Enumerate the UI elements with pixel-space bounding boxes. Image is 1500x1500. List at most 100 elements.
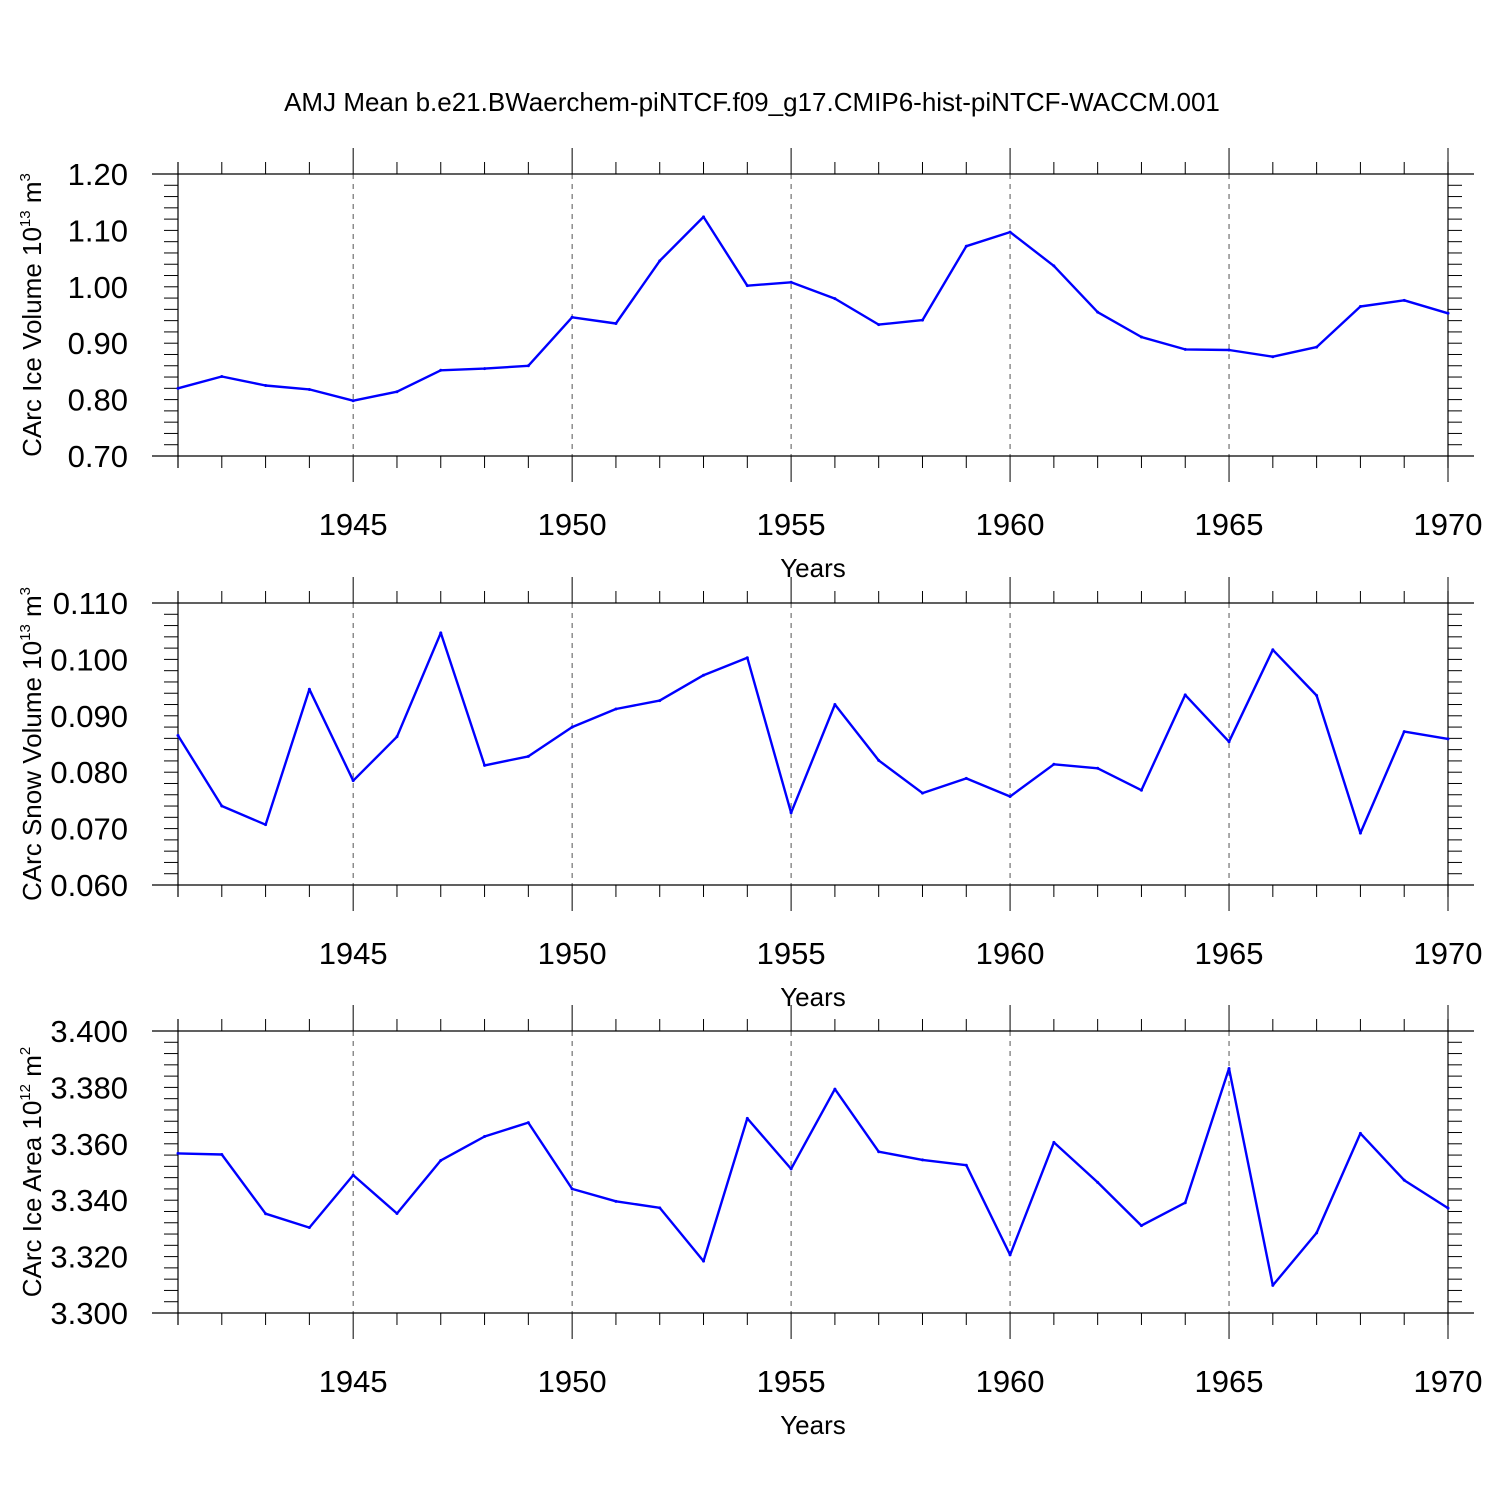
data-point xyxy=(1183,693,1187,697)
y-tick-label: 1.00 xyxy=(68,270,128,305)
data-point xyxy=(1402,730,1406,734)
y-axis-label-exponent: 13 xyxy=(17,210,34,227)
data-point xyxy=(351,399,355,403)
data-point xyxy=(307,387,311,391)
data-point xyxy=(264,1212,268,1216)
data-point xyxy=(1358,305,1362,309)
data-point xyxy=(614,1199,618,1203)
data-point xyxy=(920,1158,924,1162)
x-tick-label: 1945 xyxy=(319,936,388,971)
data-point xyxy=(526,754,530,758)
data-point xyxy=(702,673,706,677)
x-tick-label: 1965 xyxy=(1195,1364,1264,1399)
data-point xyxy=(1227,348,1231,352)
x-tick-label: 1970 xyxy=(1414,507,1483,542)
data-point xyxy=(702,1259,706,1263)
data-point xyxy=(395,1211,399,1215)
data-point xyxy=(220,374,224,378)
chart-panel-3: 3.300 3.320 3.340 3.360 3.380 3.400 1945 1950 19… xyxy=(17,1005,1482,1440)
data-point xyxy=(614,321,618,325)
y-axis-label-unit: m xyxy=(17,595,47,624)
chart-panel-2: 0.060 0.070 0.080 0.090 0.100 0.110 1945 1950 19… xyxy=(17,577,1482,1012)
y-tick-label: 0.110 xyxy=(53,586,128,621)
data-point xyxy=(702,215,706,219)
data-point xyxy=(220,804,224,808)
data-point xyxy=(1183,1201,1187,1205)
data-point xyxy=(833,703,837,707)
y-axis-label: CArc Snow Volume 1013 m3 xyxy=(17,587,47,901)
data-point xyxy=(614,707,618,711)
data-point xyxy=(220,1153,224,1157)
data-point xyxy=(745,1116,749,1120)
data-point xyxy=(1183,347,1187,351)
data-point xyxy=(395,735,399,739)
data-point xyxy=(964,1163,968,1167)
y-tick-label: 0.90 xyxy=(68,326,128,361)
y-axis-label-prefix: CArc Snow Volume 10 xyxy=(17,641,47,901)
y-tick-label: 1.10 xyxy=(68,213,128,248)
y-tick-label: 0.070 xyxy=(50,812,128,847)
data-point xyxy=(877,323,881,327)
x-tick-label: 1945 xyxy=(319,1364,388,1399)
data-point xyxy=(1139,335,1143,339)
x-axis-label: Years xyxy=(780,1410,846,1440)
y-tick-label: 0.060 xyxy=(50,868,128,903)
data-point xyxy=(658,1206,662,1210)
y-tick-label: 3.380 xyxy=(50,1070,128,1105)
data-point xyxy=(1402,298,1406,302)
data-point xyxy=(483,763,487,767)
x-tick-label: 1955 xyxy=(757,936,826,971)
y-tick-label: 0.80 xyxy=(68,383,128,418)
data-point xyxy=(745,656,749,660)
y-tick-label: 3.400 xyxy=(50,1014,128,1049)
data-point xyxy=(1052,762,1056,766)
x-tick-label: 1970 xyxy=(1414,1364,1483,1399)
y-axis-label-exponent: 13 xyxy=(17,624,34,641)
data-point xyxy=(658,259,662,263)
data-point xyxy=(833,1087,837,1091)
series-line xyxy=(176,631,1449,835)
data-point xyxy=(1446,737,1450,741)
data-point xyxy=(1052,264,1056,268)
data-point xyxy=(1008,230,1012,234)
data-point xyxy=(789,811,793,815)
data-point xyxy=(1008,794,1012,798)
y-axis-label-unit-exponent: 2 xyxy=(17,1047,34,1055)
data-point xyxy=(1096,766,1100,770)
series-line xyxy=(177,215,1449,402)
chart-title: AMJ Mean b.e21.BWaerchem-piNTCF.f09_g17.… xyxy=(284,87,1220,117)
data-point xyxy=(964,244,968,248)
data-point xyxy=(176,386,180,390)
chart-panel-1: 0.70 0.80 0.90 1.00 1.10 1.20 1945 1950 1955 1960… xyxy=(17,148,1482,583)
x-tick-label: 1960 xyxy=(976,1364,1045,1399)
data-point xyxy=(1096,1180,1100,1184)
data-point xyxy=(526,364,530,368)
x-tick-label: 1960 xyxy=(976,936,1045,971)
chart-panels: 0.70 0.80 0.90 1.00 1.10 1.20 1945 1950 1955 1960… xyxy=(17,148,1482,1440)
data-point xyxy=(920,318,924,322)
data-point xyxy=(1227,740,1231,744)
x-tick-label: 1960 xyxy=(976,507,1045,542)
data-point xyxy=(1271,1283,1275,1287)
data-point xyxy=(1096,310,1100,314)
data-point xyxy=(439,368,443,372)
data-point xyxy=(307,687,311,691)
data-point xyxy=(1358,831,1362,835)
data-point xyxy=(1315,693,1319,697)
y-axis-label-exponent: 12 xyxy=(17,1084,34,1101)
data-point xyxy=(176,734,180,738)
data-point xyxy=(570,315,574,319)
data-point xyxy=(745,284,749,288)
series-line xyxy=(177,1067,1449,1287)
x-tick-label: 1945 xyxy=(319,507,388,542)
y-axis-label-unit: m xyxy=(17,181,47,210)
x-tick-label: 1965 xyxy=(1195,507,1264,542)
y-tick-label: 0.090 xyxy=(50,699,128,734)
data-point xyxy=(1271,355,1275,359)
data-point xyxy=(1052,1140,1056,1144)
data-point xyxy=(833,297,837,301)
y-axis-label-unit-exponent: 3 xyxy=(17,173,34,181)
data-point xyxy=(877,1150,881,1154)
data-point xyxy=(483,1134,487,1138)
